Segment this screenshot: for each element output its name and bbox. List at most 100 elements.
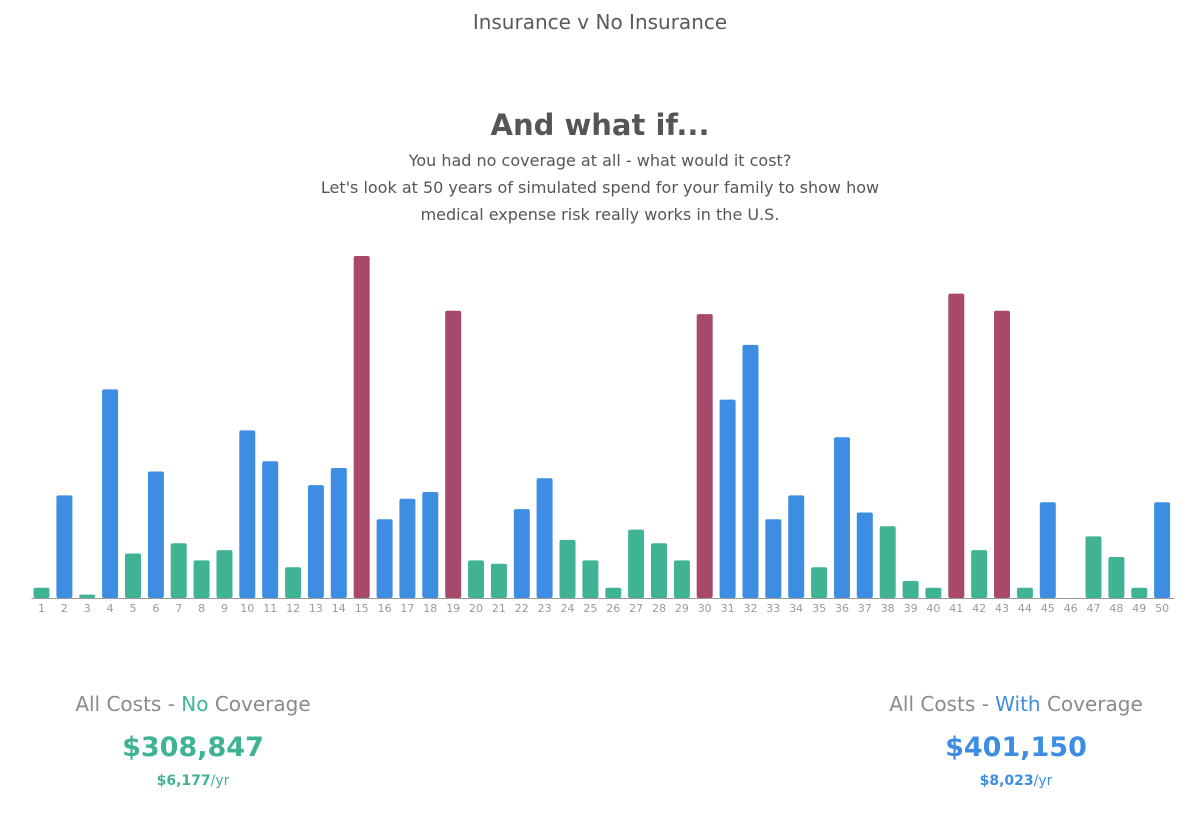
bar-year-4[interactable] <box>102 389 119 598</box>
intro-heading: And what if... <box>490 108 710 142</box>
x-tick-label: 47 <box>1087 602 1101 615</box>
with-coverage-total: $401,150 <box>945 732 1087 763</box>
x-tick-label: 48 <box>1109 602 1123 615</box>
x-tick-label: 50 <box>1155 602 1169 615</box>
with-coverage-label: All Costs - With Coverage <box>889 692 1143 716</box>
bar-year-47[interactable] <box>1085 536 1102 598</box>
bar-year-35[interactable] <box>811 567 828 598</box>
x-tick-label: 46 <box>1064 602 1078 615</box>
bar-year-30[interactable] <box>696 314 713 598</box>
x-tick-label: 16 <box>378 602 392 615</box>
bar-year-36[interactable] <box>834 437 850 598</box>
x-tick-label: 12 <box>286 602 300 615</box>
x-tick-label: 15 <box>355 602 369 615</box>
bar-year-15[interactable] <box>353 256 370 598</box>
bar-year-49[interactable] <box>1131 587 1148 598</box>
x-tick-label: 33 <box>766 602 780 615</box>
bar-group <box>33 256 1171 599</box>
bar-year-29[interactable] <box>673 560 690 598</box>
x-tick-label: 17 <box>400 602 414 615</box>
x-tick-label: 26 <box>606 602 620 615</box>
bar-year-24[interactable] <box>559 539 576 598</box>
bar-year-42[interactable] <box>971 550 988 598</box>
x-tick-label: 1 <box>38 602 45 615</box>
bar-year-21[interactable] <box>490 563 507 598</box>
cost-bar-chart: 1 2 3 4 5 6 7 8 9 10 11 12 13 14 15 16 17 18 19 20 21 22 23 24 2… <box>31 256 1175 615</box>
bar-year-45[interactable] <box>1039 502 1056 598</box>
bar-year-22[interactable] <box>513 509 530 598</box>
bar-year-17[interactable] <box>399 498 416 598</box>
x-tick-label: 22 <box>515 602 529 615</box>
x-tick-label: 35 <box>812 602 826 615</box>
x-tick-label: 14 <box>332 602 346 615</box>
x-tick-label: 41 <box>949 602 963 615</box>
bar-year-6[interactable] <box>147 471 164 599</box>
x-tick-label: 6 <box>152 602 159 615</box>
bar-year-37[interactable] <box>856 512 873 599</box>
bar-year-19[interactable] <box>445 310 462 598</box>
x-tick-label: 45 <box>1041 602 1055 615</box>
x-tick-label: 40 <box>926 602 940 615</box>
bar-year-44[interactable] <box>1016 587 1033 598</box>
page-title: Insurance v No Insurance <box>472 10 728 34</box>
bar-year-16[interactable] <box>376 519 393 598</box>
x-tick-label: 4 <box>107 602 114 615</box>
bar-year-41[interactable] <box>948 293 965 598</box>
with-coverage-per-year: $8,023/yr <box>979 773 1053 789</box>
bar-year-32[interactable] <box>742 344 759 598</box>
bar-year-20[interactable] <box>468 560 484 598</box>
x-tick-label: 43 <box>995 602 1009 615</box>
x-tick-label: 3 <box>84 602 91 615</box>
bar-year-11[interactable] <box>262 461 279 598</box>
bar-year-7[interactable] <box>170 543 187 598</box>
x-tick-label: 23 <box>538 602 552 615</box>
x-tick-label: 29 <box>675 602 689 615</box>
bar-year-39[interactable] <box>902 580 919 598</box>
intro-line-2: Let's look at 50 years of simulated spen… <box>320 178 880 197</box>
no-coverage-label: All Costs - No Coverage <box>75 692 311 716</box>
x-tick-label: 24 <box>561 602 575 615</box>
bar-year-28[interactable] <box>651 543 667 598</box>
x-tick-label: 32 <box>744 602 758 615</box>
bar-year-18[interactable] <box>422 492 439 598</box>
bar-year-1[interactable] <box>33 587 50 598</box>
x-tick-label: 38 <box>881 602 895 615</box>
bar-year-26[interactable] <box>605 587 622 598</box>
bar-year-3[interactable] <box>79 594 96 598</box>
x-tick-label: 2 <box>61 602 68 615</box>
x-tick-label: 34 <box>789 602 803 615</box>
bar-year-10[interactable] <box>239 430 256 598</box>
bar-year-34[interactable] <box>788 495 805 598</box>
bar-year-14[interactable] <box>330 468 347 598</box>
x-tick-label: 27 <box>629 602 643 615</box>
bar-year-31[interactable] <box>719 399 736 598</box>
bar-year-12[interactable] <box>285 567 302 598</box>
x-tick-label: 30 <box>698 602 712 615</box>
x-tick-label: 10 <box>240 602 254 615</box>
x-tick-label: 37 <box>858 602 872 615</box>
bar-year-33[interactable] <box>765 519 782 598</box>
bar-year-9[interactable] <box>216 550 233 598</box>
x-tick-label: 42 <box>972 602 986 615</box>
bar-year-48[interactable] <box>1108 557 1125 598</box>
bar-year-8[interactable] <box>193 560 210 598</box>
x-tick-label: 5 <box>130 602 137 615</box>
bar-year-38[interactable] <box>879 526 896 598</box>
x-tick-label: 39 <box>904 602 918 615</box>
bar-year-40[interactable] <box>925 587 942 598</box>
bar-year-25[interactable] <box>582 560 599 598</box>
intro-line-1: You had no coverage at all - what would … <box>408 151 792 170</box>
summary-with-coverage: All Costs - With Coverage $401,150 $8,02… <box>866 692 1166 789</box>
x-tick-label: 21 <box>492 602 506 615</box>
bar-year-5[interactable] <box>125 553 141 599</box>
bar-year-13[interactable] <box>307 485 324 598</box>
x-tick-label: 44 <box>1018 602 1032 615</box>
x-tick-label: 28 <box>652 602 666 615</box>
bar-year-23[interactable] <box>536 478 553 598</box>
bar-year-27[interactable] <box>628 529 645 598</box>
summary-no-coverage: All Costs - No Coverage $308,847 $6,177/… <box>43 692 343 789</box>
bar-year-43[interactable] <box>994 310 1010 598</box>
bar-year-50[interactable] <box>1154 502 1171 598</box>
bar-year-2[interactable] <box>56 495 73 598</box>
x-tick-label: 7 <box>175 602 182 615</box>
